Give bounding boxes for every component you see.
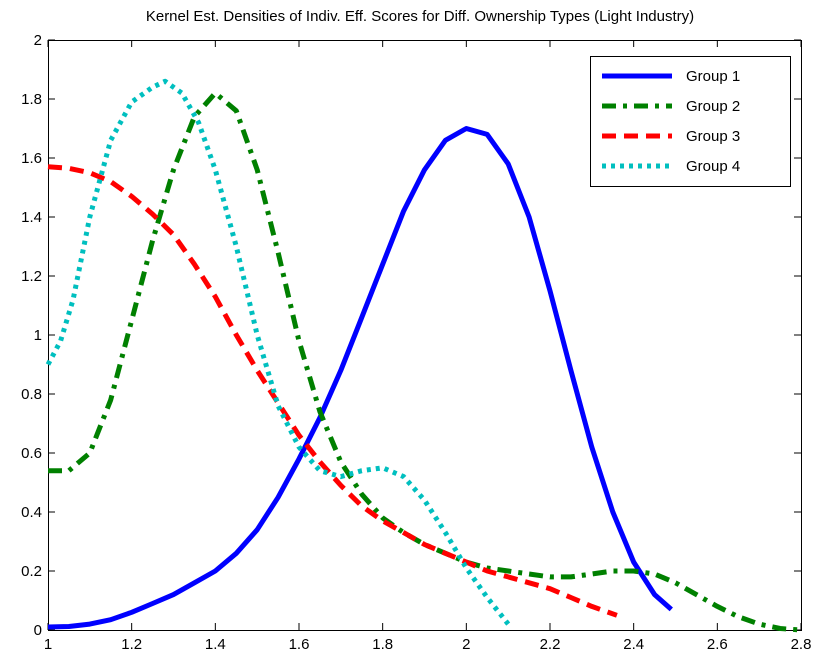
x-tick-label: 1	[44, 636, 52, 653]
x-tick-label: 1.6	[289, 636, 310, 653]
x-tick-label: 2	[462, 636, 470, 653]
x-tick-label: 2.8	[791, 636, 812, 653]
series-line-group-1	[47, 126, 673, 630]
legend-label: Group 2	[686, 98, 740, 115]
legend-label: Group 1	[686, 68, 740, 85]
x-tick-label: 2.4	[623, 636, 644, 653]
y-tick-label: 1.6	[21, 150, 42, 167]
axis-ticks: 1 1.2 1.4 1.6 1.8 2 2.2 2.4 2.6 2.8 0 0.2 0.4 0.6 0.8 1…	[21, 32, 811, 653]
series-line-group-4	[45, 78, 511, 626]
y-tick-label: 0.8	[21, 386, 42, 403]
y-tick-label: 1.4	[21, 209, 42, 226]
series-line-group-2	[48, 90, 802, 633]
chart-title: Kernel Est. Densities of Indiv. Eff. Sco…	[146, 8, 694, 25]
y-tick-label: 0.4	[21, 504, 42, 521]
y-tick-label: 1.8	[21, 91, 42, 108]
y-tick-label: 1.2	[21, 268, 42, 285]
x-tick-label: 2.6	[707, 636, 728, 653]
legend-label: Group 3	[686, 128, 740, 145]
y-tick-label: 1	[34, 327, 42, 344]
x-tick-label: 1.4	[205, 636, 226, 653]
x-tick-label: 1.2	[121, 636, 142, 653]
series-group	[45, 78, 802, 633]
x-tick-label: 2.2	[540, 636, 561, 653]
legend-label: Group 4	[686, 158, 740, 175]
x-tick-label: 1.8	[372, 636, 393, 653]
y-tick-label: 0	[34, 622, 42, 639]
legend: Group 1 Group 2 Group 3 Group 4	[590, 56, 791, 187]
y-tick-label: 2	[34, 32, 42, 49]
y-tick-label: 0.6	[21, 445, 42, 462]
y-tick-label: 0.2	[21, 563, 42, 580]
